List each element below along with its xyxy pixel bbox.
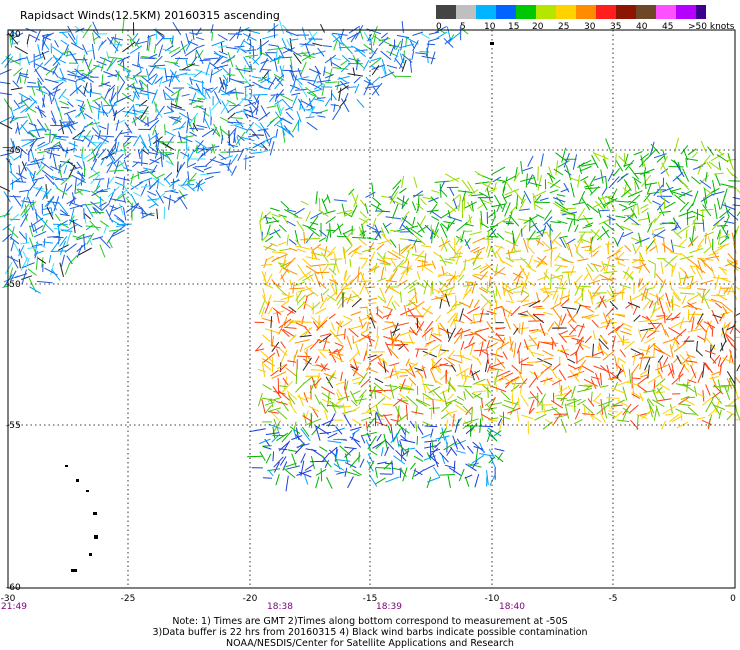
legend-label-30: 30 bbox=[584, 22, 596, 32]
legend-swatch-5 bbox=[536, 5, 556, 19]
legend-label-20: 20 bbox=[532, 22, 544, 32]
wind-speed-color-legend bbox=[436, 5, 706, 19]
lon-label--20: -20 bbox=[243, 594, 258, 604]
lon-label-0: 0 bbox=[730, 594, 736, 604]
lon-label--15: -15 bbox=[363, 594, 378, 604]
wind-barbs bbox=[0, 18, 740, 492]
legend-swatch-13 bbox=[696, 5, 706, 19]
legend-swatch-11 bbox=[656, 5, 676, 19]
legend-label-45: 45 bbox=[662, 22, 674, 32]
legend-swatch-2 bbox=[476, 5, 496, 19]
wind-speed-legend-labels: 0 5 10 15 20 25 30 35 40 45 >50 knots bbox=[436, 22, 736, 34]
lon-label--30: -30 bbox=[1, 594, 16, 604]
legend-label-5: 5 bbox=[460, 22, 466, 32]
lat-label--60: -60 bbox=[6, 583, 21, 593]
note-line-3: NOAA/NESDIS/Center for Satellite Applica… bbox=[226, 638, 514, 649]
legend-label-50-knots: >50 knots bbox=[688, 22, 735, 32]
lon-label--5: -5 bbox=[609, 594, 618, 604]
legend-swatch-3 bbox=[496, 5, 516, 19]
map-frame bbox=[7, 29, 736, 589]
lat-lon-grid bbox=[8, 30, 735, 588]
legend-label-15: 15 bbox=[508, 22, 520, 32]
legend-swatch-7 bbox=[576, 5, 596, 19]
lat-label--40: -40 bbox=[6, 30, 21, 40]
time-label-2: 18:39 bbox=[376, 602, 402, 612]
lat-label--55: -55 bbox=[6, 421, 21, 431]
legend-swatch-1 bbox=[456, 5, 476, 19]
map-title: Rapidsact Winds(12.5KM) 20160315 ascendi… bbox=[20, 9, 280, 22]
legend-swatch-0 bbox=[436, 5, 456, 19]
lat-label--45: -45 bbox=[6, 146, 21, 156]
footnotes: Note: 1) Times are GMT 2)Times along bot… bbox=[0, 616, 740, 649]
time-label-3: 18:40 bbox=[499, 602, 525, 612]
legend-swatch-12 bbox=[676, 5, 696, 19]
legend-swatch-10 bbox=[636, 5, 656, 19]
legend-swatch-8 bbox=[596, 5, 616, 19]
time-label-0: 21:49 bbox=[1, 602, 27, 612]
note-line-2: 3)Data buffer is 22 hrs from 20160315 4)… bbox=[152, 627, 588, 638]
legend-swatch-6 bbox=[556, 5, 576, 19]
legend-label-35: 35 bbox=[610, 22, 622, 32]
legend-label-10: 10 bbox=[484, 22, 496, 32]
lon-label--25: -25 bbox=[121, 594, 136, 604]
legend-swatch-9 bbox=[616, 5, 636, 19]
lat-label--50: -50 bbox=[6, 280, 21, 290]
island-markers bbox=[65, 42, 494, 572]
time-label-1: 18:38 bbox=[267, 602, 293, 612]
legend-swatch-4 bbox=[516, 5, 536, 19]
legend-label-25: 25 bbox=[558, 22, 570, 32]
lon-label--10: -10 bbox=[485, 594, 500, 604]
note-line-1: Note: 1) Times are GMT 2)Times along bot… bbox=[172, 616, 568, 627]
legend-label-40: 40 bbox=[636, 22, 648, 32]
legend-label-0: 0 bbox=[436, 22, 442, 32]
